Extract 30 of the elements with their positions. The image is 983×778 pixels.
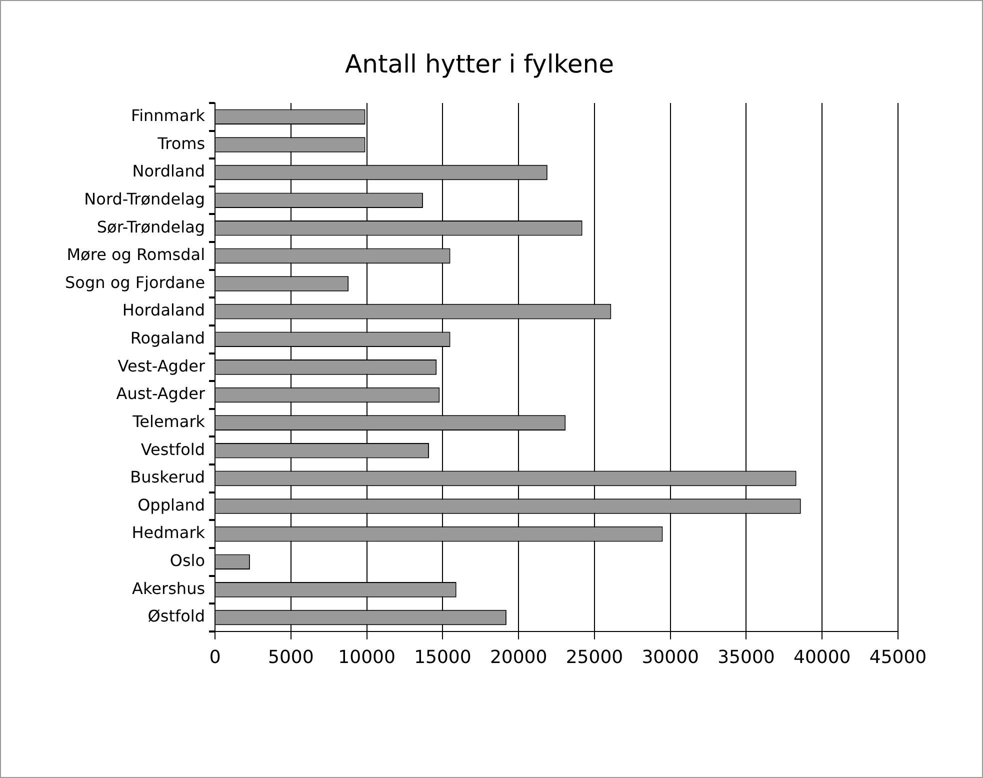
y-tick-label: Nordland xyxy=(132,162,206,181)
x-tick-label: 25000 xyxy=(566,646,624,668)
y-tick-label: Vestfold xyxy=(140,440,206,459)
y-tick-label: Aust-Agder xyxy=(116,384,206,404)
y-tick-label: Hedmark xyxy=(132,523,206,542)
x-tick-label: 0 xyxy=(209,646,221,668)
y-tick-label: Nord-Trøndelag xyxy=(84,189,206,208)
y-tick-label: Sogn og Fjordane xyxy=(64,272,206,292)
y-tick-label: Hordaland xyxy=(122,300,206,320)
y-tick-label: Buskerud xyxy=(130,468,206,487)
y-tick-label: Møre og Romsdal xyxy=(66,245,206,264)
y-tick-label: Vest-Agder xyxy=(118,356,206,376)
y-tick-label: Troms xyxy=(156,134,206,153)
y-tick-label: Finnmark xyxy=(131,106,206,126)
y-tick-label: Telemark xyxy=(132,412,206,431)
y-tick-label: Oppland xyxy=(138,495,206,514)
x-tick-label: 35000 xyxy=(718,646,775,668)
chart-title: Antall hytter i fylkene xyxy=(345,50,614,78)
x-tick-label: 40000 xyxy=(793,646,851,668)
y-tick-label: Østfold xyxy=(148,606,206,626)
y-tick-label: Oslo xyxy=(170,551,206,570)
x-tick-label: 30000 xyxy=(642,646,699,668)
x-tick-label: 5000 xyxy=(268,646,314,668)
y-tick-label: Sør-Trøndelag xyxy=(96,217,206,236)
y-tick-label: Rogaland xyxy=(130,328,206,348)
x-tick-label: 15000 xyxy=(414,646,472,668)
x-tick-label: 45000 xyxy=(869,646,927,668)
x-tick-label: 20000 xyxy=(490,646,548,668)
y-tick-label: Akershus xyxy=(132,578,206,598)
x-tick-label: 10000 xyxy=(338,646,396,668)
